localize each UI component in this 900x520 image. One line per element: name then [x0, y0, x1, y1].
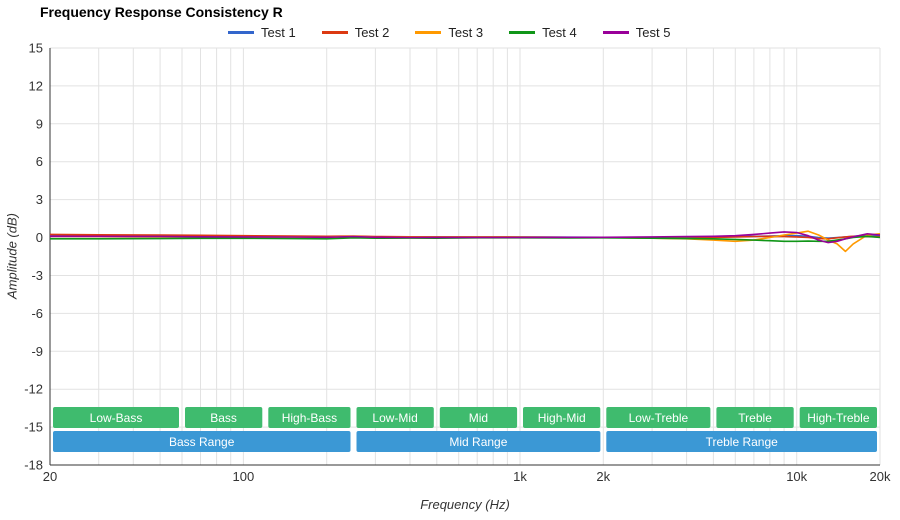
- y-tick-label: -3: [31, 268, 43, 283]
- y-tick-label: 15: [29, 41, 43, 56]
- legend-swatch-icon: [321, 31, 348, 34]
- sub-band-high-bass[interactable]: [268, 407, 351, 428]
- y-tick-label: 0: [36, 230, 43, 245]
- sub-band-low-bass[interactable]: [53, 407, 179, 428]
- y-tick-label: 9: [36, 116, 43, 131]
- x-tick-label: 10k: [786, 469, 807, 484]
- legend-swatch-icon: [415, 31, 442, 34]
- sub-band-high-treble[interactable]: [799, 407, 877, 428]
- legend-label: Test 4: [542, 25, 577, 40]
- y-tick-label: 12: [29, 78, 43, 93]
- x-tick-label: 100: [233, 469, 255, 484]
- main-band-mid-range[interactable]: [356, 431, 601, 452]
- legend-item-test-1[interactable]: Test 1: [228, 25, 296, 40]
- legend-label: Test 1: [261, 25, 296, 40]
- sub-band-low-mid[interactable]: [356, 407, 434, 428]
- sub-band-high-mid[interactable]: [523, 407, 601, 428]
- series-line-test-4: [50, 235, 881, 243]
- y-tick-label: 3: [36, 192, 43, 207]
- legend-swatch-icon: [228, 31, 254, 34]
- chart-title: Frequency Response Consistency R: [40, 4, 283, 20]
- sub-band-treble[interactable]: [716, 407, 794, 428]
- y-tick-label: -9: [31, 344, 43, 359]
- main-band-treble-range[interactable]: [606, 431, 877, 452]
- x-tick-label: 2k: [596, 469, 610, 484]
- legend-swatch-icon: [602, 31, 629, 34]
- legend-item-test-5[interactable]: Test 5: [602, 25, 671, 40]
- legend-label: Test 5: [635, 25, 671, 40]
- main-band-bass-range[interactable]: [53, 431, 351, 452]
- y-tick-label: -12: [24, 382, 43, 397]
- sub-band-mid[interactable]: [439, 407, 518, 428]
- x-tick-label: 1k: [513, 469, 527, 484]
- y-tick-label: -15: [24, 420, 43, 435]
- x-tick-label: 20k: [870, 469, 891, 484]
- y-tick-label: -18: [24, 458, 43, 473]
- legend-item-test-2[interactable]: Test 2: [321, 25, 390, 40]
- legend-label: Test 3: [448, 25, 484, 40]
- legend-label: Test 2: [354, 25, 390, 40]
- legend-item-test-3[interactable]: Test 3: [415, 25, 483, 40]
- sub-band-low-treble[interactable]: [606, 407, 711, 428]
- x-axis-label: Frequency (Hz): [420, 497, 510, 512]
- y-tick-label: 6: [36, 154, 43, 169]
- legend-swatch-icon: [509, 31, 536, 34]
- x-tick-label: 20: [43, 469, 57, 484]
- sub-band-bass[interactable]: [185, 407, 263, 428]
- legend: Test 1 Test 2 Test 3 Test 4 Test 5: [228, 25, 670, 40]
- legend-item-test-4[interactable]: Test 4: [509, 25, 577, 40]
- y-tick-label: -6: [31, 306, 43, 321]
- series-line-test-5: [50, 231, 881, 244]
